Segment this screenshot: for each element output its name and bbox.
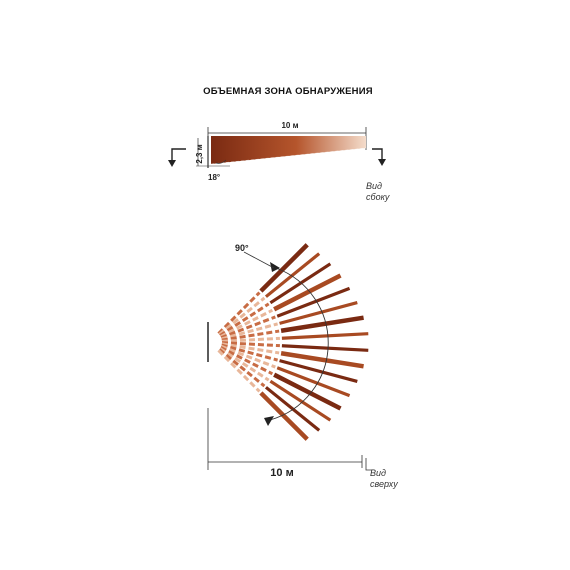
- beam-near-segment: [218, 348, 266, 388]
- top-view: 90° 10 м Вид сверху: [207, 243, 398, 489]
- beam-near-segment: [221, 342, 280, 355]
- top-angle-arrow-lower: [264, 416, 274, 426]
- beam-near-segment: [221, 343, 279, 362]
- beam-far-segment: [276, 286, 351, 318]
- beam-far-segment: [281, 332, 369, 340]
- beam-far-segment: [259, 391, 309, 441]
- beam-near-segment: [221, 341, 280, 348]
- side-angle-label: 18°: [208, 173, 220, 182]
- beam-near-segment: [219, 347, 270, 382]
- beam-far-segment: [279, 359, 358, 384]
- beam-near-segment: [217, 291, 261, 335]
- beam-far-segment: [279, 300, 358, 325]
- side-caption-line2: сбоку: [366, 192, 390, 202]
- top-angle-arrow-upper: [270, 262, 280, 272]
- top-length-label: 10 м: [270, 467, 293, 479]
- beam-far-segment: [269, 262, 332, 305]
- beam-near-segment: [221, 329, 280, 342]
- beam-far-segment: [259, 243, 309, 293]
- side-detection-zone: [211, 136, 366, 164]
- diagram-title: ОБЪЕМНАЯ ЗОНА ОБНАРУЖЕНИЯ: [203, 86, 373, 97]
- side-caption-line1: Вид: [366, 181, 382, 191]
- beam-near-segment: [217, 349, 261, 393]
- side-beam-edge: [210, 147, 367, 165]
- top-angle-arc: [269, 267, 329, 421]
- top-caption-line1: Вид: [370, 468, 386, 478]
- side-view: 10 м 2,3 м 18° Вид сбоку: [168, 121, 390, 202]
- beam-near-segment: [220, 344, 276, 369]
- section-arrow-icon: [168, 148, 186, 167]
- beam-near-segment: [220, 315, 276, 340]
- beam-far-segment: [273, 372, 342, 411]
- side-length-label: 10 м: [281, 121, 298, 130]
- side-angle-arc: [215, 159, 227, 164]
- beam-far-segment: [264, 386, 321, 432]
- beam-far-segment: [280, 315, 364, 333]
- top-caption-line2: сверху: [370, 479, 398, 489]
- beam-far-segment: [280, 351, 364, 369]
- beam-near-segment: [221, 336, 280, 343]
- beam-far-segment: [264, 252, 321, 298]
- section-arrow-icon: [372, 148, 386, 166]
- top-angle-leader: [243, 251, 275, 269]
- beam-near-segment: [220, 346, 274, 376]
- beam-near-segment: [219, 302, 270, 337]
- beam-far-segment: [276, 366, 351, 398]
- top-corner-mark: [365, 458, 372, 471]
- beam-far-segment: [273, 273, 342, 312]
- top-beams: [217, 243, 369, 441]
- beam-far-segment: [281, 344, 369, 352]
- side-height-label: 2,3 м: [195, 144, 204, 163]
- top-angle-label: 90°: [235, 243, 249, 253]
- beam-far-segment: [269, 379, 332, 422]
- beam-near-segment: [220, 308, 274, 338]
- beam-near-segment: [221, 322, 279, 341]
- beam-near-segment: [218, 296, 266, 336]
